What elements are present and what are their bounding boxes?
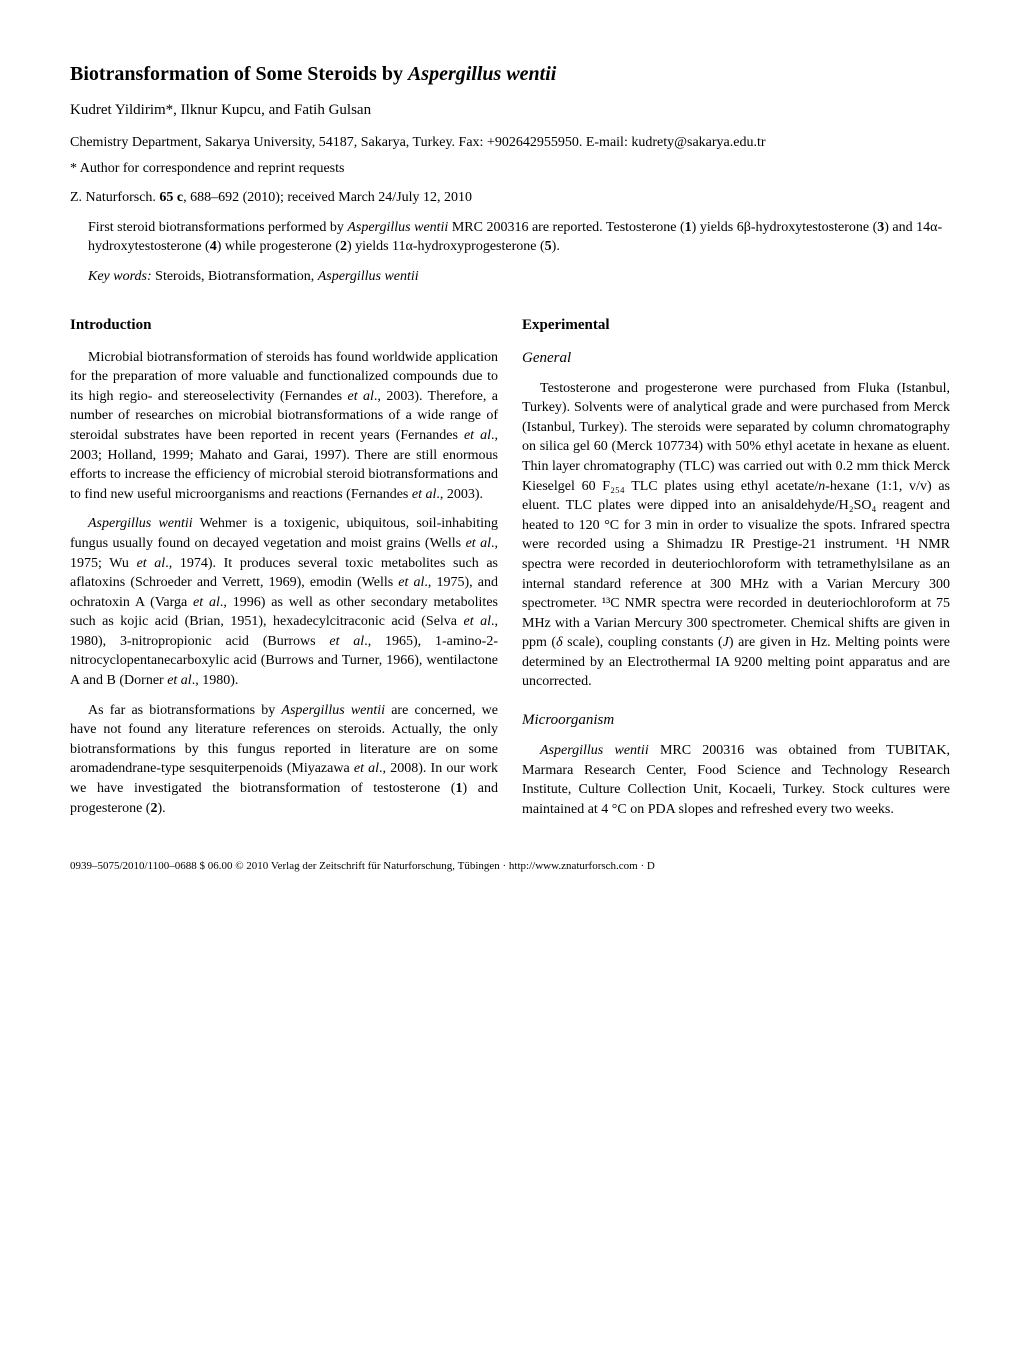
article-title: Biotransformation of Some Steroids by As… bbox=[70, 60, 950, 88]
keywords: Key words: Steroids, Biotransformation, … bbox=[70, 267, 950, 287]
introduction-heading: Introduction bbox=[70, 315, 498, 336]
journal-citation: Z. Naturforsch. 65 c, 688–692 (2010); re… bbox=[70, 188, 950, 208]
page-footer: 0939–5075/2010/1100–0688 $ 06.00 © 2010 … bbox=[70, 859, 950, 874]
general-subheading: General bbox=[522, 348, 950, 369]
intro-paragraph-2: Aspergillus wentii Wehmer is a toxigenic… bbox=[70, 514, 498, 690]
keywords-label: Key words: bbox=[88, 269, 152, 284]
left-column: Introduction Microbial biotransformation… bbox=[70, 315, 498, 830]
authors: Kudret Yildirim*, Ilknur Kupcu, and Fati… bbox=[70, 100, 950, 121]
microorganism-paragraph: Aspergillus wentii MRC 200316 was obtain… bbox=[522, 741, 950, 819]
affiliation: Chemistry Department, Sakarya University… bbox=[70, 133, 950, 153]
abstract-text: First steroid biotransformations perform… bbox=[88, 218, 950, 257]
general-paragraph: Testosterone and progesterone were purch… bbox=[522, 379, 950, 693]
keywords-text: Steroids, Biotransformation, bbox=[152, 269, 318, 284]
keywords-species: Aspergillus wentii bbox=[318, 269, 419, 284]
correspondence-note: * Author for correspondence and reprint … bbox=[70, 159, 950, 179]
journal-suffix: , 688–692 (2010); received March 24/July… bbox=[183, 190, 472, 205]
intro-paragraph-3: As far as biotransformations by Aspergil… bbox=[70, 701, 498, 819]
intro-paragraph-1: Microbial biotransformation of steroids … bbox=[70, 348, 498, 505]
right-column: Experimental General Testosterone and pr… bbox=[522, 315, 950, 830]
microorganism-subheading: Microorganism bbox=[522, 710, 950, 731]
title-species: Aspergillus wentii bbox=[408, 63, 556, 85]
two-column-layout: Introduction Microbial biotransformation… bbox=[70, 315, 950, 830]
journal-prefix: Z. Naturforsch. bbox=[70, 190, 159, 205]
abstract: First steroid biotransformations perform… bbox=[70, 218, 950, 257]
title-prefix: Biotransformation of Some Steroids by bbox=[70, 63, 408, 85]
journal-volume: 65 c bbox=[159, 190, 183, 205]
experimental-heading: Experimental bbox=[522, 315, 950, 336]
